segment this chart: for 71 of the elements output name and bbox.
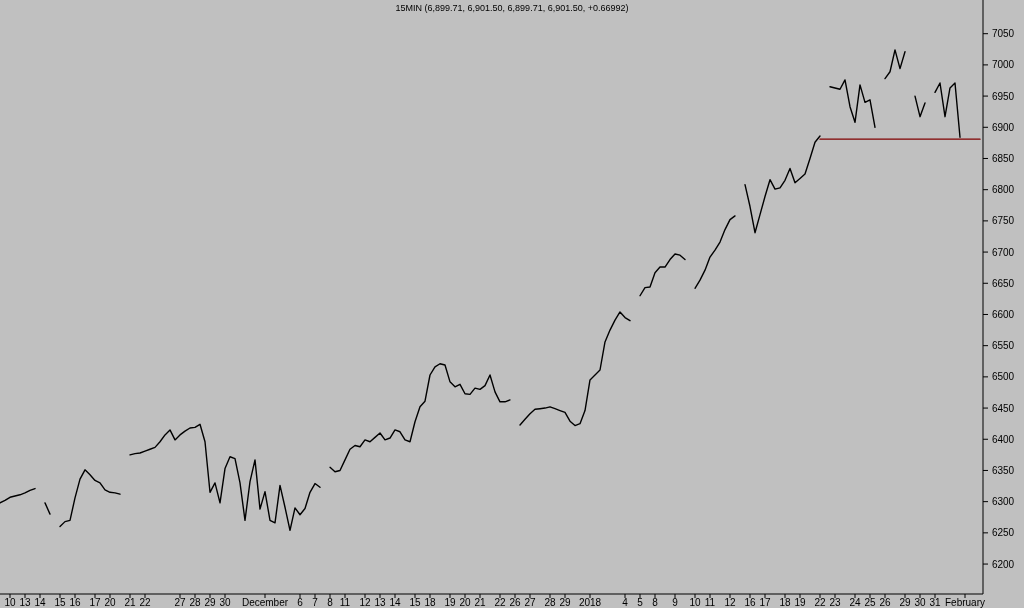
x-tick-label: 25 — [864, 597, 876, 608]
x-tick-label: 13 — [19, 597, 31, 608]
x-tick-label: 15 — [54, 597, 66, 608]
x-tick-label: 31 — [929, 597, 941, 608]
y-tick-label: 6650 — [991, 277, 1015, 289]
x-tick-label: 11 — [339, 597, 351, 608]
x-tick-label: 9 — [672, 597, 679, 608]
y-tick-label: 6350 — [991, 464, 1015, 476]
y-tick-label: 6950 — [991, 90, 1015, 102]
x-tick-label: 27 — [524, 597, 536, 608]
y-tick-label: 6850 — [991, 152, 1015, 164]
x-tick-label: 18 — [424, 597, 436, 608]
y-tick-label: 7050 — [991, 28, 1015, 40]
x-tick-label: 2018 — [578, 597, 602, 608]
y-tick-label: 6550 — [991, 340, 1015, 352]
x-tick-label: 14 — [34, 597, 46, 608]
x-tick-label: 14 — [389, 597, 401, 608]
x-tick-label: December — [241, 597, 289, 608]
x-tick-label: 5 — [637, 597, 644, 608]
x-tick-label: 26 — [509, 597, 521, 608]
x-tick-label: 8 — [327, 597, 334, 608]
x-tick-label: 29 — [204, 597, 216, 608]
y-tick-label: 6750 — [991, 215, 1015, 227]
x-tick-label: 17 — [759, 597, 771, 608]
x-tick-label: 24 — [849, 597, 861, 608]
y-tick-label: 6700 — [991, 246, 1015, 258]
x-tick-label: 19 — [444, 597, 456, 608]
x-tick-label: 15 — [409, 597, 421, 608]
x-tick-label: 21 — [474, 597, 486, 608]
y-tick-label: 7000 — [991, 59, 1015, 71]
x-tick-label: 11 — [704, 597, 716, 608]
y-tick-label: 6400 — [991, 433, 1015, 445]
x-tick-label: 28 — [189, 597, 201, 608]
x-tick-label: 19 — [794, 597, 806, 608]
x-tick-label: 22 — [814, 597, 826, 608]
x-tick-label: 13 — [374, 597, 386, 608]
x-tick-label: 26 — [879, 597, 891, 608]
x-tick-label: 4 — [622, 597, 629, 608]
x-tick-label: 29 — [559, 597, 571, 608]
x-tick-label: 12 — [359, 597, 371, 608]
x-tick-label: 27 — [174, 597, 186, 608]
x-tick-label: 10 — [4, 597, 16, 608]
y-tick-label: 6250 — [991, 527, 1015, 539]
x-tick-label: 29 — [899, 597, 911, 608]
x-tick-label: 30 — [219, 597, 231, 608]
x-tick-label: 18 — [779, 597, 791, 608]
x-tick-label: 10 — [689, 597, 701, 608]
y-tick-label: 6800 — [991, 184, 1015, 196]
x-tick-label: 6 — [297, 597, 304, 608]
y-tick-label: 6300 — [991, 496, 1015, 508]
y-tick-label: 6500 — [991, 371, 1015, 383]
x-tick-label: 22 — [139, 597, 151, 608]
x-tick-label: 8 — [652, 597, 659, 608]
x-tick-label: 16 — [744, 597, 756, 608]
x-tick-label: 20 — [459, 597, 471, 608]
x-tick-label: 12 — [724, 597, 736, 608]
x-tick-label: 20 — [104, 597, 116, 608]
x-tick-label: 28 — [544, 597, 556, 608]
x-tick-label: 30 — [914, 597, 926, 608]
y-tick-label: 6600 — [991, 308, 1015, 320]
x-tick-label: 22 — [494, 597, 506, 608]
y-tick-label: 6200 — [991, 558, 1015, 570]
y-tick-label: 6450 — [991, 402, 1015, 414]
x-tick-label: 16 — [69, 597, 81, 608]
y-tick-label: 6900 — [991, 121, 1015, 133]
x-tick-label: 17 — [89, 597, 101, 608]
x-tick-label: 23 — [829, 597, 841, 608]
x-tick-label: 7 — [312, 597, 319, 608]
chart-title: 15MIN (6,899.71, 6,901.50, 6,899.71, 6,901.50, +0.66992) — [395, 3, 629, 13]
x-tick-label: February — [944, 597, 986, 608]
x-tick-label: 21 — [124, 597, 136, 608]
